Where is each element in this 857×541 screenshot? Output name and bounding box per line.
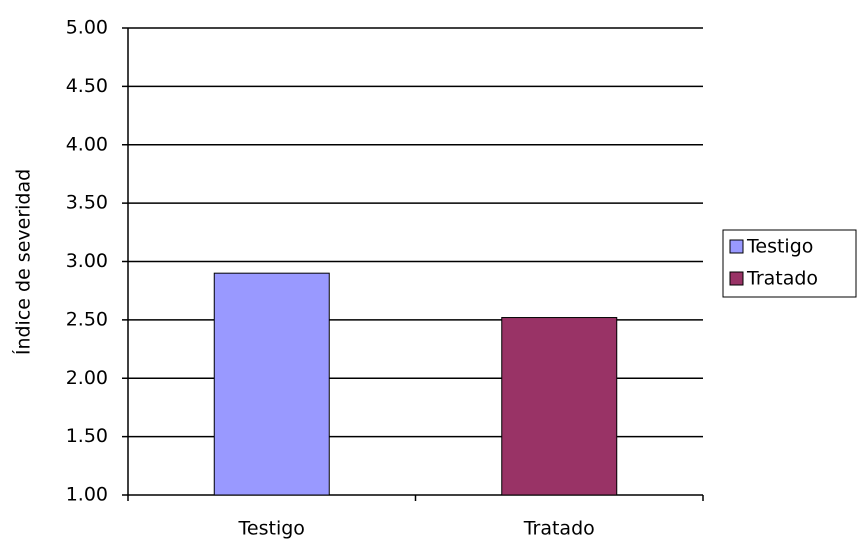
y-tick-label: 4.00 [66,133,108,155]
legend-swatch [729,271,744,286]
y-axis-label: Índice de severidad [12,169,35,355]
bar [213,272,330,496]
legend-swatch [729,239,744,254]
y-tick-label: 2.50 [66,308,108,330]
legend-label: Testigo [746,236,813,258]
y-tick-label: 3.50 [66,192,108,214]
y-tick-label: 1.00 [66,484,108,506]
legend-box [722,229,857,298]
y-tick-label: 5.00 [66,17,108,39]
x-tick-label: Tratado [523,518,595,540]
y-tick-label: 1.50 [66,425,108,447]
legend-label: Tratado [746,268,818,290]
y-tick-label: 2.00 [66,367,108,389]
bar [501,317,618,496]
x-tick-label: Testigo [238,518,305,540]
y-tick-label: 4.50 [66,75,108,97]
y-tick-label: 3.00 [66,250,108,272]
